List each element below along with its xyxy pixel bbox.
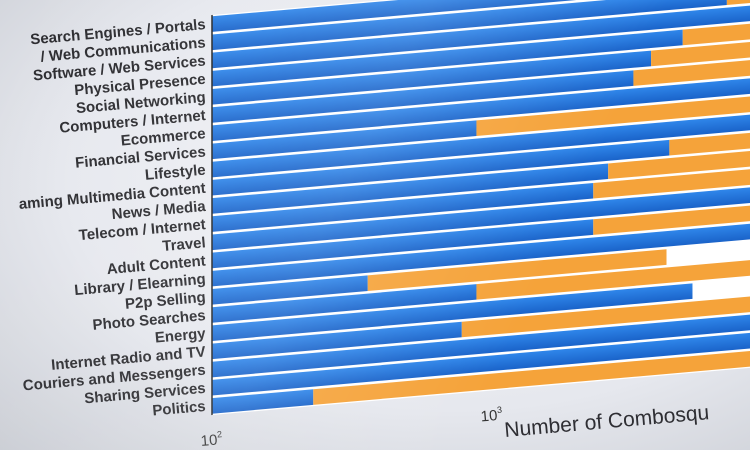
bar-segment [212,0,727,51]
x-axis-title: Number of Combosqu [503,401,710,442]
bar-segment [608,149,750,180]
x-tick-labels: 10210310 [200,405,503,450]
plot-area [211,0,750,416]
category-labels: Search Engines / Portals/ Web Communicat… [18,16,207,419]
bar-segment [593,203,750,235]
bar-segment [633,58,750,86]
bar-segment [669,131,750,156]
bar-segment [212,331,750,396]
bars-group [212,0,750,414]
bar-segment [212,283,693,341]
bar-segment [212,139,670,196]
bar-segment [313,349,750,405]
category-label: P2p Selling [124,289,206,313]
bar-segment [212,182,594,232]
bar-segment [212,321,462,360]
bar-segment [212,3,750,69]
bar-segment [212,163,609,214]
x-tick-label: 103 [480,405,503,426]
bar-segment [212,120,477,160]
bar-segment [461,294,750,338]
bar-segment [682,21,750,46]
category-label: Lifestyle [144,162,206,184]
bar-segment [212,312,750,378]
bar-segment [476,258,750,300]
bar-segment [212,275,368,305]
bar-segment [212,222,750,287]
category-label: Politics [152,398,207,420]
bar-segment [212,70,634,123]
bar-segment [367,249,667,291]
bar-segment [476,94,750,137]
bar-segment [212,76,750,141]
bar-segment [212,389,314,414]
bar-segment [212,50,652,105]
bar-segment [593,167,750,199]
bar-segment [651,40,750,67]
bar-segment [726,0,750,6]
category-label: Travel [162,234,207,255]
bar-segment [212,284,477,323]
category-label: Energy [154,325,207,346]
x-tick-label: 102 [200,429,223,450]
bar-segment [212,187,750,251]
bar-segment [212,29,683,87]
bar-segment [212,0,688,32]
bar-segment [212,219,594,269]
bar-segment [212,112,750,178]
